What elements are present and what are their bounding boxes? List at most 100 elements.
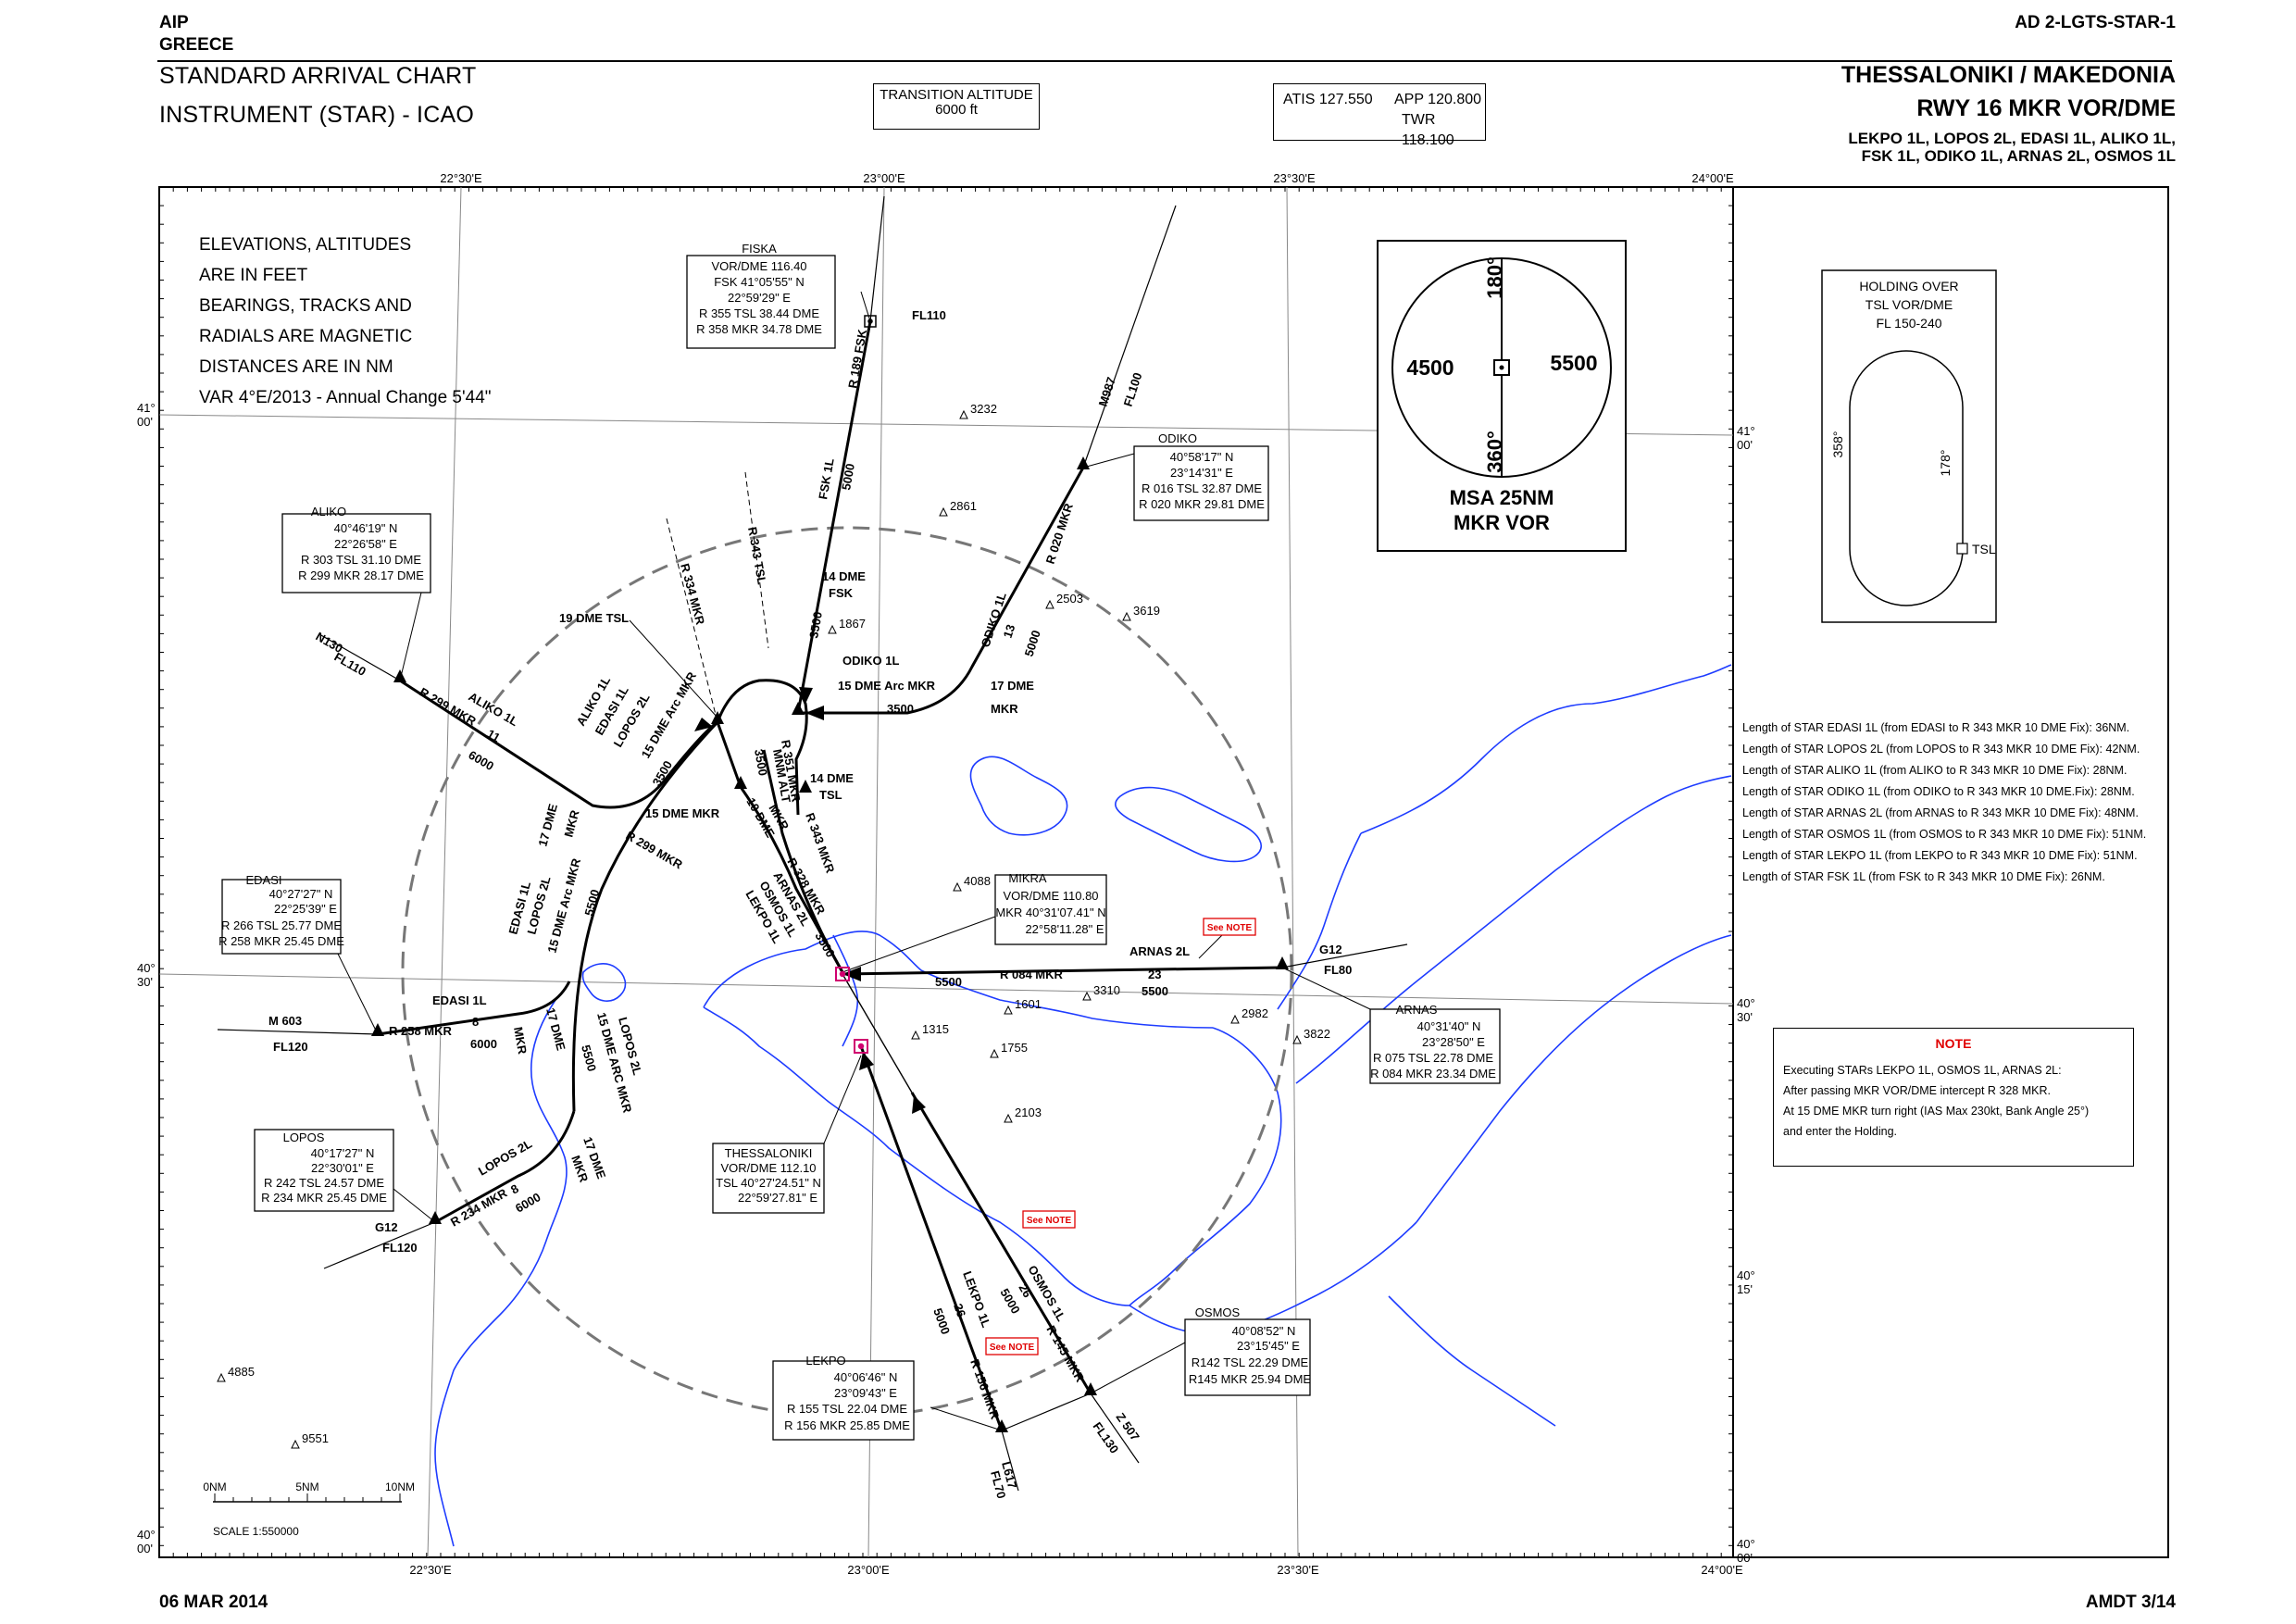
lon-label-bottom-23-00: 23°00'E [847,1563,890,1577]
spot-height-label: 2103 [1015,1106,1042,1119]
lon-label-bottom-22-30: 22°30'E [409,1563,452,1577]
lekpo-line1: 40°06'46" N [834,1370,898,1384]
spot-height-symbol [1004,1113,1013,1123]
osmos-line3: R142 TSL 22.29 DME [1192,1355,1309,1369]
lat-label-right-41-min: 00' [1737,438,1753,452]
twr-frequency: TWR 118.100 [1402,112,1454,148]
fiska-line1: VOR/DME 116.40 [711,259,806,273]
spot-height-symbol [1292,1034,1302,1044]
spot-height-symbol [291,1439,300,1449]
label-6000-edasi: 6000 [470,1037,497,1051]
note-title: NOTE [1935,1036,1972,1051]
lopos-line1: 40°17'27" N [311,1146,375,1160]
aip-label: AIP [159,13,189,32]
scale-bar: 0NM 5NM 10NM SCALE 1:550000 [203,1480,415,1538]
star-lengths-list: Length of STAR EDASI 1L (from EDASI to R… [1742,718,2146,888]
msa-caption-line2: MKR VOR [1454,511,1550,534]
holding-fix-label: TSL [1972,542,1996,556]
thessaloniki-box: THESSALONIKI VOR/DME 112.10 TSL 40°27'24… [712,1143,825,1214]
spot-height-symbol [939,506,948,517]
label-z507: Z 507 [1114,1410,1142,1443]
lat-label-left-41: 41° [137,401,156,415]
holding-title2: TSL VOR/DME [1866,297,1953,312]
procedure-list: LEKPO 1L, LOPOS 2L, EDASI 1L, ALIKO 1L, … [1848,130,2176,165]
chart-notes-block: ELEVATIONS, ALTITUDES ARE IN FEET BEARIN… [199,230,492,413]
odiko-line4: R 020 MKR 29.81 DME [1139,497,1265,511]
odiko-name: ODIKO [1158,431,1197,445]
edasi-box: EDASI 40°27'27" N 22°25'39" E R 266 TSL … [218,873,344,955]
label-17dme-odk: 17 DME [991,679,1034,693]
aliko-airway-n130 [318,633,401,681]
lopos-line2: 22°30'01" E [311,1161,374,1175]
chart-note-line5: DISTANCES ARE IN NM [199,357,393,377]
lat-label-right-40-30: 40° [1737,996,1755,1010]
label-fsk-1l: FSK 1L [816,457,837,501]
label-3500-min: 3500 [752,748,770,777]
see-note-lekpo: See NOTE [990,1343,1035,1353]
label-fl80: FL80 [1324,963,1352,977]
route-arnas-2l [842,966,1283,976]
arnas-line2: 23°28'50" E [1422,1035,1485,1049]
edasi-line3: R 266 TSL 25.77 DME [221,918,342,932]
fiska-name: FISKA [742,242,777,256]
odiko-line2: 23°14'31" E [1170,466,1233,480]
map-frame [158,186,2169,1558]
note-line3: At 15 DME MKR turn right (IAS Max 230kt,… [1783,1105,2090,1118]
edasi-airway-m603 [217,1029,379,1035]
label-arnas-2l-b: ARNAS 2L [1129,944,1190,958]
lat-label-left-40: 40° [137,1528,156,1542]
label-mkr-17dme: MKR [561,808,581,839]
aliko-name: ALIKO [311,505,346,518]
spot-height-symbol [1045,599,1054,609]
label-23: 23 [1148,968,1161,981]
lopos-airway-g12 [323,1221,436,1269]
label-r145-mkr: R 145 MKR [1043,1323,1087,1385]
label-tsl-small: TSL [819,788,842,802]
label-fsk-small: FSK [829,586,854,600]
msa-caption-line1: MSA 25NM [1450,486,1554,509]
lat-label-left-40-30-min: 30' [137,975,153,989]
leader-thessaloniki [823,1055,862,1144]
route-aliko-1l [399,679,718,809]
lon-label-bottom-23-30: 23°30'E [1277,1563,1319,1577]
label-fl110-fsk: FL110 [912,308,946,322]
leader-fiska [860,291,871,322]
see-note-arnas: See NOTE [1207,923,1253,933]
leader-odiko [1082,453,1135,468]
fsk-north-airway [869,195,885,322]
edasi-line2: 22°25'39" E [274,902,337,916]
star-length-fsk: Length of STAR FSK 1L (from FSK to R 343… [1742,870,2105,883]
odiko-line3: R 016 TSL 32.87 DME [1142,481,1262,495]
label-5500: 5500 [581,888,602,918]
route-lopos-2l [434,1110,576,1224]
route-lekpo-1l [859,1045,1004,1431]
lon-label-top-24-00: 24°00'E [1691,171,1734,185]
spot-height-label: 3232 [970,402,997,416]
leader-see-note-arnas [1198,934,1223,959]
spot-height-symbol [1082,991,1092,1001]
chart-title-line1: STANDARD ARRIVAL CHART [159,63,477,89]
procedure-list-line2: FSK 1L, ODIKO 1L, ARNAS 2L, OSMOS 1L [1861,147,2176,165]
leader-arnas [1281,967,1371,1010]
frequency-box: ATIS 127.550 APP 120.800 TWR 118.100 [1273,83,1486,148]
msa-south-bearing: 360° [1483,431,1506,473]
star-length-lekpo: Length of STAR LEKPO 1L (from LEKPO to R… [1742,849,2138,862]
transition-title: TRANSITION ALTITUDE [880,87,1033,103]
thessaloniki-line1: VOR/DME 112.10 [720,1161,816,1175]
lekpo-name: LEKPO [805,1354,845,1368]
lopos-name: LOPOS [283,1131,325,1144]
label-8: 8 [472,1015,479,1029]
note-box: NOTE Executing STARs LEKPO 1L, OSMOS 1L,… [1773,1028,2134,1167]
label-5500-lopos: 5500 [579,1043,599,1073]
lopos-fix-triangle [429,1211,442,1224]
label-17dme-edasi-b: 17 DME [543,1006,568,1053]
label-14dme-tsl: 14 DME [810,771,854,785]
lat-label-right-40-15: 40° [1737,1268,1755,1282]
lekpo-osmos-link [1001,1393,1092,1431]
fiska-line3: 22°59'29" E [728,291,791,305]
arrow-fsk [799,687,813,704]
arc-15dme-edasi-lopos [571,720,719,1112]
arnas-box: ARNAS 40°31'40" N 23°28'50" E R 075 TSL … [1369,1003,1501,1084]
spot-height-label: 1315 [922,1022,949,1036]
